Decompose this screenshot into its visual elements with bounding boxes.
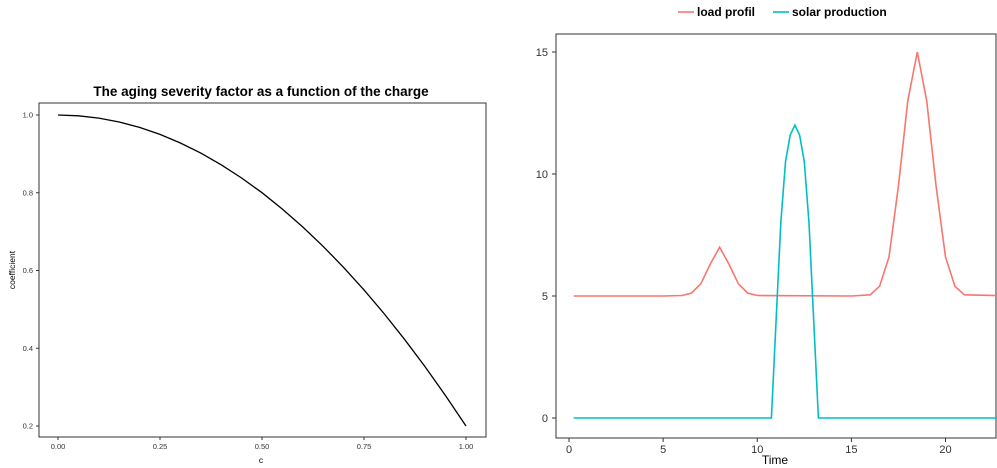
x-tick-label: 15 xyxy=(845,444,857,456)
y-tick-label: 0.4 xyxy=(23,344,33,353)
x-tick-label: 0 xyxy=(566,444,572,456)
plot-panel-border xyxy=(38,102,487,438)
series-line-load-profil xyxy=(573,51,997,297)
aging-factor-chart: The aging severity factor as a function … xyxy=(7,84,487,465)
y-axis-title: coefficient xyxy=(7,250,17,289)
x-axis: 0.00 0.25 0.50 0.75 1.00 xyxy=(51,437,474,451)
plot-panel-border xyxy=(555,33,997,439)
x-tick-label: 0.75 xyxy=(357,442,372,451)
series-line xyxy=(57,114,467,427)
x-axis: 0 5 10 15 20 xyxy=(566,438,952,456)
y-axis: 0.2 0.4 0.6 0.8 1.0 xyxy=(23,111,39,431)
x-tick-label: 0.50 xyxy=(255,442,270,451)
x-tick-label: 0.25 xyxy=(153,442,168,451)
legend: load profil solar production xyxy=(678,5,887,19)
y-tick-label: 0.8 xyxy=(23,188,33,197)
legend-label-solar-production: solar production xyxy=(792,5,887,19)
load-solar-chart: load profil solar production 0 5 10 15 0 5 10… xyxy=(536,5,997,467)
x-tick-label: 5 xyxy=(660,444,666,456)
x-tick-label: 10 xyxy=(751,444,763,456)
y-tick-label: 0.6 xyxy=(23,266,33,275)
y-axis: 0 5 10 15 xyxy=(536,47,556,425)
x-axis-title: c xyxy=(259,455,264,465)
y-tick-label: 0.2 xyxy=(23,422,33,431)
y-tick-label: 10 xyxy=(536,169,548,181)
chart-title: The aging severity factor as a function … xyxy=(93,84,429,99)
series-line-solar-production xyxy=(573,123,997,419)
y-tick-label: 5 xyxy=(542,291,548,303)
y-tick-label: 0 xyxy=(542,413,548,425)
x-tick-label: 1.00 xyxy=(459,442,474,451)
x-tick-label: 20 xyxy=(939,444,951,456)
x-tick-label: 0.00 xyxy=(51,442,66,451)
y-tick-label: 15 xyxy=(536,47,548,59)
y-tick-label: 1.0 xyxy=(23,111,33,120)
legend-label-load-profil: load profil xyxy=(697,5,755,19)
x-axis-title: Time xyxy=(762,453,789,467)
